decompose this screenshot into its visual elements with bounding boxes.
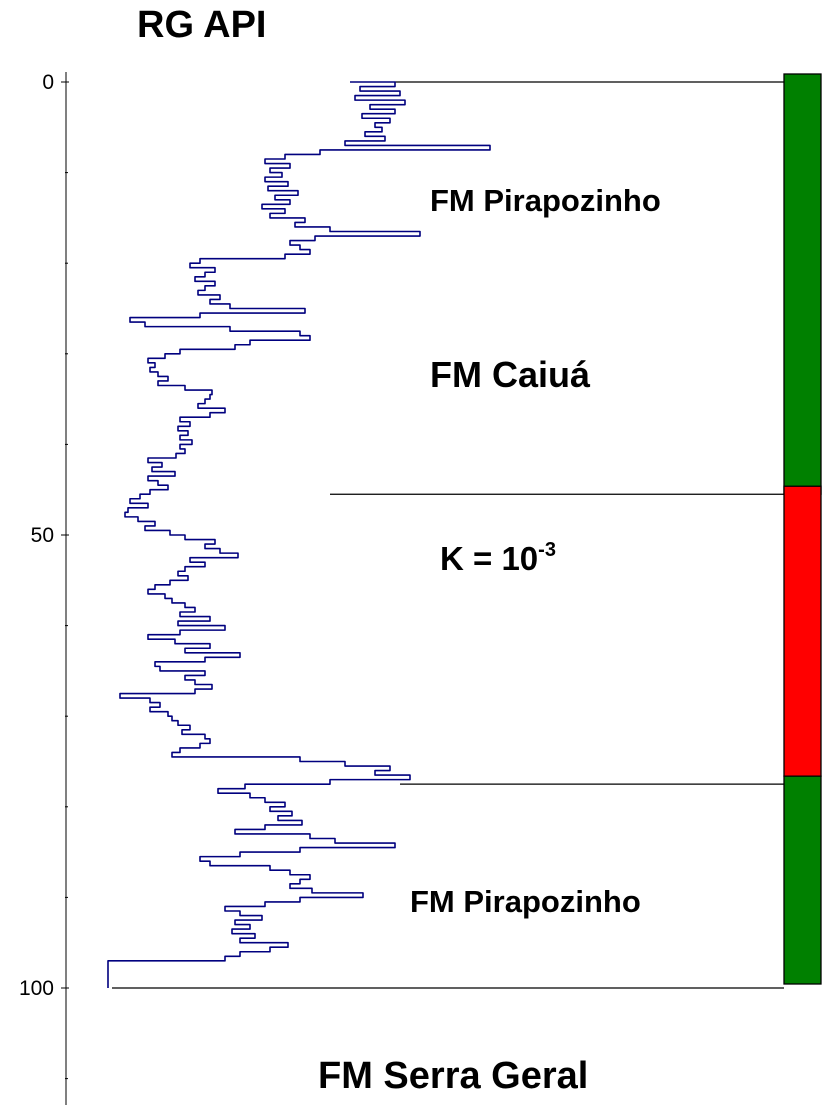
formation-boundaries <box>112 81 784 989</box>
depth-axis: 0 50 100 <box>19 71 69 1105</box>
y-tick-label: 50 <box>31 524 54 547</box>
y-tick-label: 100 <box>19 977 54 1000</box>
label-fm-serra-geral: FM Serra Geral <box>318 1055 588 1097</box>
gamma-ray-trace <box>107 81 491 988</box>
formation-labels: FM Pirapozinho FM Caiuá K = 10-3 FM Pira… <box>318 183 661 1097</box>
permeability-exponent: -3 <box>538 539 556 561</box>
gamma-ray-curve <box>107 81 491 988</box>
permeability-base: K = 10 <box>440 540 538 577</box>
label-permeability: K = 10-3 <box>440 539 556 577</box>
column-segment <box>783 485 822 777</box>
label-fm-pirapozinho-bottom: FM Pirapozinho <box>410 884 641 919</box>
column-segment <box>783 775 822 985</box>
formation-column <box>783 73 822 985</box>
chart-title: RG API <box>137 4 267 46</box>
label-fm-caiua: FM Caiuá <box>430 354 591 395</box>
label-fm-pirapozinho-top: FM Pirapozinho <box>430 183 661 218</box>
y-tick-label: 0 <box>42 71 54 94</box>
column-segment <box>783 73 822 495</box>
